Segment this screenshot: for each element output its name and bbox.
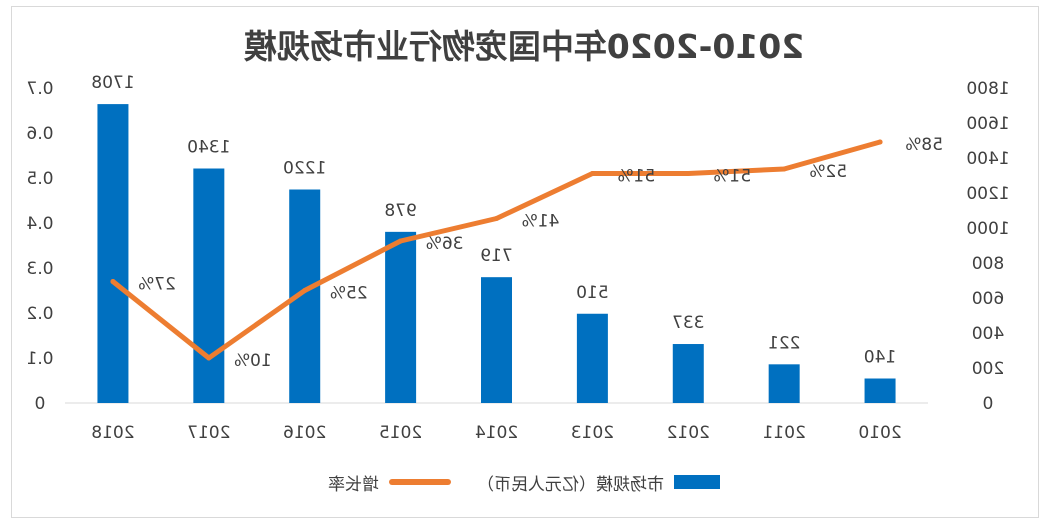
growth-value-label: 41% [522,212,560,232]
y-axis-tick-label: 0.3 [26,259,53,279]
x-axis-tick-label: 2016 [283,423,326,443]
growth-value-label: 36% [426,234,464,254]
growth-value-label: 27% [138,275,176,295]
bar-value-label: 1708 [91,73,134,93]
growth-value-label: 52% [809,162,847,182]
y-axis-tick-label: 1400 [966,149,1009,169]
bar-value-label: 337 [672,313,704,333]
y-axis-tick-label: 0.4 [26,214,53,234]
bar [576,313,608,403]
legend-swatch-line [389,479,451,485]
growth-point [589,171,595,176]
growth-value-label: 58% [905,135,943,155]
y-axis-tick-label: 200 [972,359,1004,379]
y-axis-tick-label: 800 [972,254,1004,274]
x-axis-tick-label: 2013 [571,423,614,443]
legend-item-bar: 市场规模（亿元人民币） [477,470,720,495]
y-axis-tick-label: 0.7 [26,79,53,99]
x-axis-tick-label: 2017 [187,423,230,443]
y-axis-tick-label: 1200 [966,184,1009,204]
growth-value-label: 51% [713,167,751,187]
bar-value-label: 221 [768,333,800,353]
y-axis-tick-label: 1000 [966,219,1009,239]
bar-value-label: 978 [384,201,416,221]
growth-point [110,279,116,284]
bar-value-label: 510 [576,283,608,303]
bar [385,231,417,403]
bar-value-label: 140 [864,348,896,368]
y-axis-tick-label: 0.2 [26,304,53,324]
bar-value-label: 1340 [187,138,230,158]
bar [481,277,512,403]
growth-value-label: 25% [330,284,368,304]
y-axis-tick-label: 0.5 [26,169,53,189]
y-axis-tick-label: 0.6 [26,124,53,144]
growth-value-label: 51% [617,167,655,187]
growth-point [398,238,404,244]
chart-legend: 市场规模（亿元人民币） 增长率 [0,469,1048,495]
growth-value-label: 10% [234,351,272,371]
bar-value-label: 1220 [283,159,326,179]
y-axis-tick-label: 0.1 [26,349,53,369]
y-axis-tick-label: 0 [35,394,46,414]
bar [864,378,896,403]
growth-point [302,288,308,293]
y-axis-tick-label: 400 [972,324,1004,344]
bar-value-label: 719 [480,246,512,266]
bar [672,344,704,403]
x-axis-tick-label: 2015 [379,423,422,443]
growth-point [877,139,883,145]
growth-point [494,216,499,221]
x-axis-tick-label: 2018 [91,423,134,443]
growth-point [781,166,787,172]
x-axis-tick-label: 2012 [667,423,710,443]
y-axis-tick-label: 0 [983,394,994,414]
x-axis-tick-label: 2011 [763,423,806,443]
y-axis-tick-label: 1800 [966,79,1009,99]
bar [97,104,129,403]
bar [193,168,225,403]
x-axis-tick-label: 2014 [475,423,518,443]
legend-swatch-bar [674,475,720,489]
x-axis-tick-label: 2010 [858,423,901,443]
bar [768,364,800,403]
growth-point [206,355,212,361]
y-axis-tick-label: 600 [972,289,1004,309]
growth-point [685,171,691,176]
legend-item-line: 增长率 [328,470,451,495]
legend-label-bar: 市场规模（亿元人民币） [477,474,664,495]
legend-label-line: 增长率 [328,474,379,495]
y-axis-tick-label: 1600 [966,114,1009,134]
